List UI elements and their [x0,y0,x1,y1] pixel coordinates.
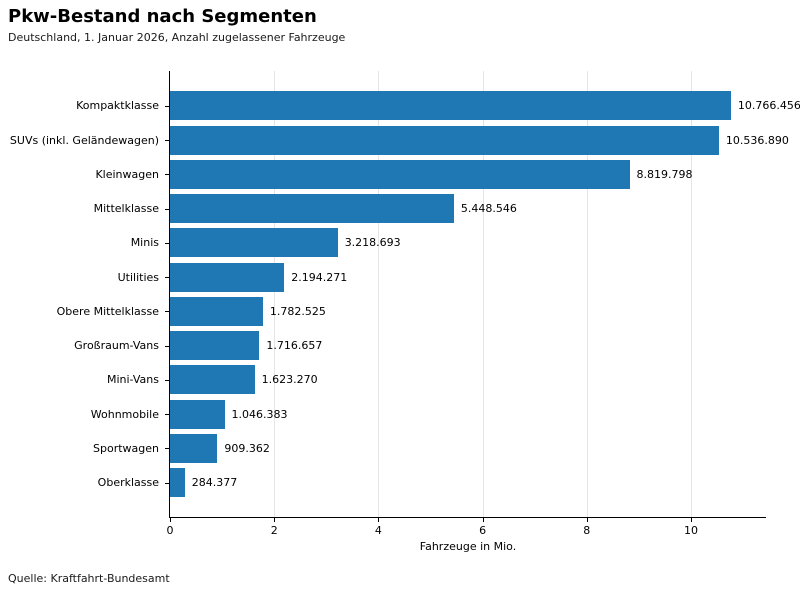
category-label: Obere Mittelklasse [56,304,159,318]
category-label: Minis [130,236,159,250]
value-label: 1.716.657 [266,339,323,353]
x-tick-mark [691,517,692,522]
value-label: 10.536.890 [725,133,789,147]
y-tick-mark [165,140,170,141]
y-tick-mark [165,208,170,210]
y-tick-mark [165,345,170,347]
y-tick-mark [165,448,170,450]
category-label: Utilities [117,270,159,284]
value-label: 10.766.456 [737,99,800,113]
source-note: Quelle: Kraftfahrt-Bundesamt [8,572,170,585]
category-label: SUVs (inkl. Geländewagen) [9,133,159,147]
x-tick-label: 0 [166,524,174,537]
x-tick-mark [378,517,380,522]
category-label: Mittelklasse [93,202,159,215]
bar-kompaktklasse [170,91,731,121]
category-label: Kompaktklasse [76,99,159,113]
value-label: 909.362 [224,441,270,455]
value-label: 2.194.271 [291,270,348,284]
y-tick-mark [165,482,170,484]
bar-obere-mittelklasse [170,296,263,326]
y-tick-mark [165,174,170,176]
bar-suvs-inkl-gel-ndewagen- [170,125,719,155]
category-label: Großraum-Vans [74,339,159,353]
bar-gro-raum-vans [170,331,260,361]
category-label: Sportwagen [93,441,159,455]
x-tick-mark [170,517,171,522]
gridline [482,71,484,517]
bar-utilities [170,262,285,292]
value-label: 3.218.693 [344,236,401,250]
bar-kleinwagen [170,159,630,189]
y-tick-mark [165,414,170,416]
x-tick-mark [274,517,276,522]
bar-sportwagen [170,433,218,463]
x-tick-label: 10 [684,524,698,537]
bar-oberklasse [170,468,185,498]
x-tick-label: 6 [479,524,487,537]
chart-title: Pkw-Bestand nach Segmenten [8,6,317,27]
y-tick-mark [165,277,170,279]
gridline [691,71,692,517]
gridline [586,71,588,517]
gridline [378,71,380,517]
category-label: Kleinwagen [95,167,159,181]
bar-minis [170,228,338,258]
x-tick-label: 4 [374,524,382,537]
value-label: 1.782.525 [269,304,326,318]
x-axis-label: Fahrzeuge in Mio. [419,540,517,553]
x-tick-mark [586,517,588,522]
plot-area: Fahrzeuge in Mio. 0 2 4 6 8 10 Kompaktklasse 10… [10,71,800,553]
y-tick-mark [165,379,170,381]
y-tick-mark [165,242,170,244]
value-label: 284.377 [191,476,238,490]
bar-mini-vans [170,365,255,395]
category-label: Oberklasse [97,476,159,490]
y-tick-mark [165,105,170,107]
bar-mittelklasse [170,194,454,223]
value-label: 1.046.383 [231,407,288,421]
bar-wohnmobile [170,399,225,429]
value-label: 1.623.270 [261,373,318,387]
category-label: Wohnmobile [90,407,159,421]
x-tick-mark [482,517,484,522]
x-tick-label: 8 [583,524,591,537]
gridline [274,71,276,517]
y-tick-mark [165,311,170,313]
value-label: 8.819.798 [636,167,693,181]
chart-subtitle: Deutschland, 1. Januar 2026, Anzahl zuge… [8,31,346,44]
category-label: Mini-Vans [106,373,159,387]
x-tick-label: 2 [270,524,278,537]
value-label: 5.448.546 [460,202,517,215]
